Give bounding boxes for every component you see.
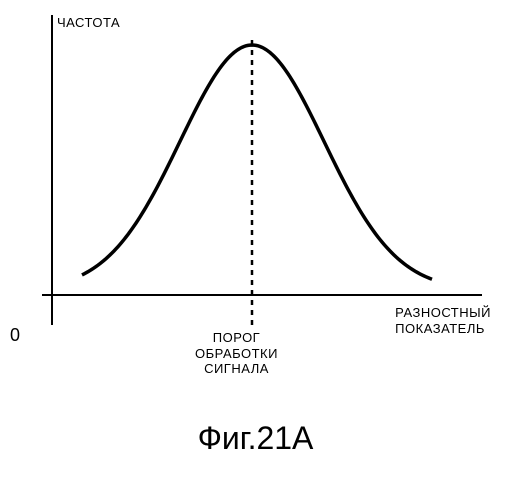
x-axis-label-line2: ПОКАЗАТЕЛЬ xyxy=(395,321,485,336)
x-axis-label: РАЗНОСТНЫЙ ПОКАЗАТЕЛЬ xyxy=(395,305,491,336)
x-axis-label-line1: РАЗНОСТНЫЙ xyxy=(395,305,491,320)
figure-label: Фиг.21А xyxy=(0,420,511,457)
gaussian-curve xyxy=(82,45,432,279)
threshold-label-line1: ПОРОГ xyxy=(213,330,261,345)
y-axis-label: ЧАСТОТА xyxy=(57,15,120,30)
chart-svg xyxy=(42,15,482,335)
chart-area xyxy=(42,15,482,335)
threshold-label-line2: ОБРАБОТКИ xyxy=(195,346,278,361)
threshold-label: ПОРОГ ОБРАБОТКИ СИГНАЛА xyxy=(195,330,278,377)
zero-label: 0 xyxy=(10,325,20,346)
threshold-label-line3: СИГНАЛА xyxy=(204,361,269,376)
